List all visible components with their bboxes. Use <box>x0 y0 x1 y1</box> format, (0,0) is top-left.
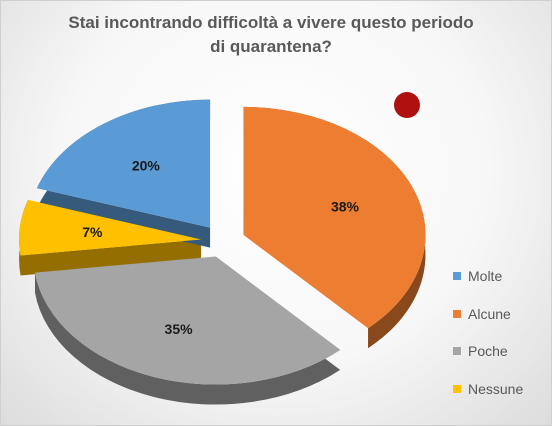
slice-nessune <box>19 199 202 256</box>
slice-alcune <box>243 106 426 329</box>
red-dot-marker <box>394 92 420 118</box>
slice-poche <box>34 256 341 385</box>
legend-item: Molte <box>453 267 523 285</box>
legend: Molte Alcune Poche Nessune <box>453 267 523 417</box>
legend-swatch-poche <box>453 347 461 355</box>
legend-label: Nessune <box>468 380 524 397</box>
slice-molte <box>36 99 211 228</box>
legend-label: Alcune <box>468 305 511 322</box>
data-label-poche: 35% <box>165 321 194 337</box>
legend-label: Poche <box>468 343 508 359</box>
legend-item: Alcune <box>453 305 523 323</box>
legend-swatch-alcune <box>453 309 461 318</box>
legend-label: Molte <box>468 268 503 284</box>
slice-side-nessune <box>19 199 202 276</box>
data-label-alcune: 38% <box>331 199 360 215</box>
legend-swatch-nessune <box>453 384 461 393</box>
legend-swatch-molte <box>453 272 461 280</box>
legend-item: Nessune <box>453 380 523 398</box>
data-label-layer: 38% 35% 7% 20% <box>82 158 359 337</box>
chart-title: Stai incontrando difficoltà a vivere que… <box>68 13 474 56</box>
slice-side-molte <box>36 99 211 248</box>
legend-item: Poche <box>453 342 523 360</box>
slice-top-layer <box>19 99 426 385</box>
data-label-nessune: 7% <box>82 224 103 240</box>
data-label-molte: 20% <box>132 158 161 174</box>
